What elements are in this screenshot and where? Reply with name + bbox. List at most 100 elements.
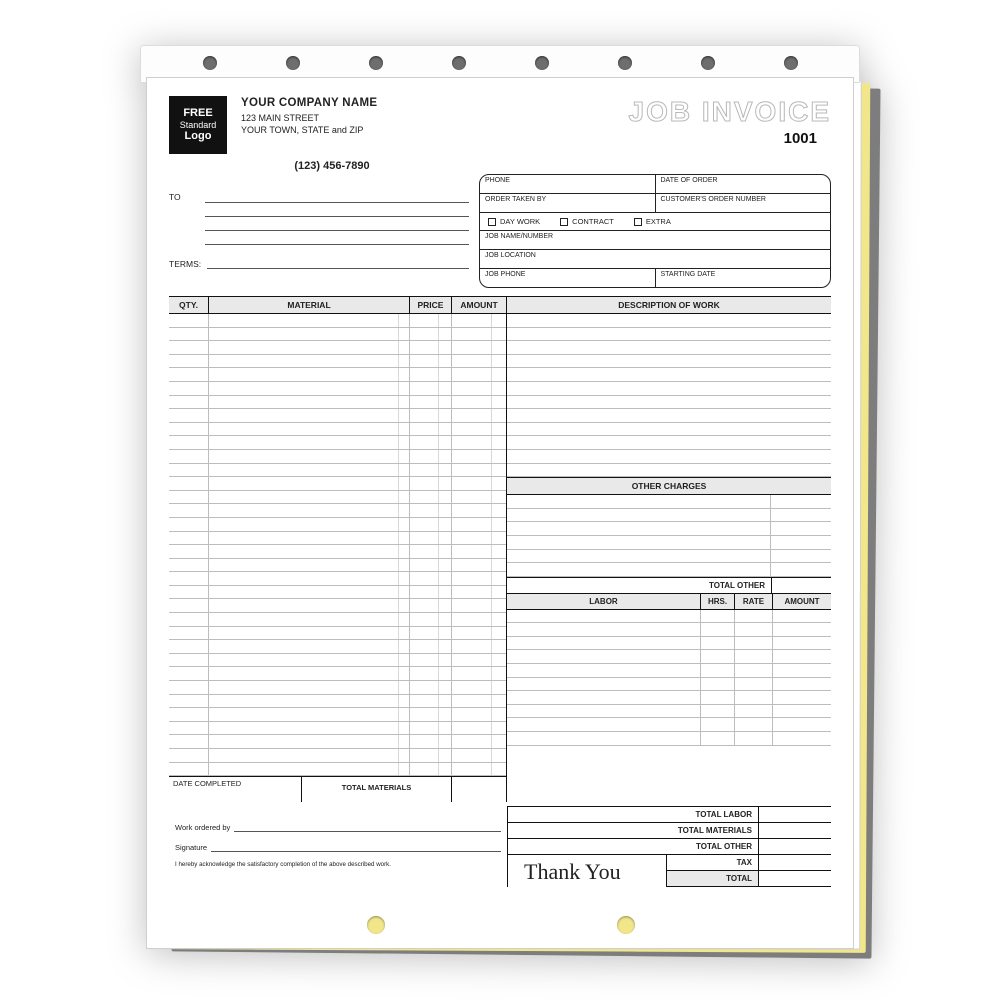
hdr-hrs: HRS.: [701, 594, 735, 609]
desc-row[interactable]: [507, 368, 831, 382]
ob-jobphone: JOB PHONE: [480, 269, 656, 287]
thank-you: Thank You: [508, 855, 666, 885]
order-box: PHONE DATE OF ORDER ORDER TAKEN BY CUSTO…: [479, 174, 831, 288]
other-charge-row[interactable]: [507, 536, 831, 550]
ob-startdate: STARTING DATE: [656, 269, 831, 287]
company-street: 123 MAIN STREET: [241, 112, 377, 124]
material-row[interactable]: [169, 396, 506, 410]
company-city: YOUR TOWN, STATE and ZIP: [241, 124, 377, 136]
desc-row[interactable]: [507, 341, 831, 355]
desc-row[interactable]: [507, 355, 831, 369]
punch-hole-right: [617, 916, 635, 934]
ob-cust-no: CUSTOMER'S ORDER NUMBER: [656, 194, 831, 212]
labor-row[interactable]: [507, 732, 831, 746]
terms-label: TERMS:: [169, 259, 201, 269]
logo-line2: Standard: [180, 120, 217, 130]
punch-hole-left: [367, 916, 385, 934]
hdr-material: MATERIAL: [209, 297, 410, 313]
material-row[interactable]: [169, 450, 506, 464]
other-charge-row[interactable]: [507, 509, 831, 523]
hdr-labor: LABOR: [507, 594, 701, 609]
company-name: YOUR COMPANY NAME: [241, 96, 377, 112]
desc-row[interactable]: [507, 328, 831, 342]
desc-row[interactable]: [507, 423, 831, 437]
ob-jobname: JOB NAME/NUMBER: [480, 231, 830, 249]
material-row[interactable]: [169, 341, 506, 355]
desc-row[interactable]: [507, 464, 831, 478]
material-row[interactable]: [169, 355, 506, 369]
material-row[interactable]: [169, 572, 506, 586]
material-row[interactable]: [169, 504, 506, 518]
material-row[interactable]: [169, 532, 506, 546]
invoice-sheet: FREE Standard Logo YOUR COMPANY NAME 123…: [146, 77, 854, 949]
chk-daywork[interactable]: [488, 218, 496, 226]
labor-row[interactable]: [507, 623, 831, 637]
material-row[interactable]: [169, 654, 506, 668]
company-block: YOUR COMPANY NAME 123 MAIN STREET YOUR T…: [241, 96, 377, 154]
to-block: TO TERMS:: [169, 174, 469, 288]
material-row[interactable]: [169, 368, 506, 382]
to-label: TO: [169, 192, 199, 248]
ob-phone: PHONE: [480, 175, 656, 193]
desc-row[interactable]: [507, 396, 831, 410]
hdr-labor-amount: AMOUNT: [773, 594, 831, 609]
material-row[interactable]: [169, 477, 506, 491]
chk-extra[interactable]: [634, 218, 642, 226]
desc-row[interactable]: [507, 436, 831, 450]
other-charge-row[interactable]: [507, 550, 831, 564]
labor-row[interactable]: [507, 705, 831, 719]
material-row[interactable]: [169, 627, 506, 641]
material-row[interactable]: [169, 559, 506, 573]
material-row[interactable]: [169, 328, 506, 342]
material-row[interactable]: [169, 613, 506, 627]
labor-row[interactable]: [507, 691, 831, 705]
sum-total-labor: TOTAL LABOR: [508, 807, 759, 822]
sum-total-materials: TOTAL MATERIALS: [508, 823, 759, 838]
material-row[interactable]: [169, 599, 506, 613]
material-row[interactable]: [169, 436, 506, 450]
logo-placeholder: FREE Standard Logo: [169, 96, 227, 154]
right-column: DESCRIPTION OF WORK OTHER CHARGES TOTAL …: [507, 297, 831, 802]
material-row[interactable]: [169, 735, 506, 749]
desc-row[interactable]: [507, 314, 831, 328]
material-row[interactable]: [169, 545, 506, 559]
binding-holes: [140, 56, 860, 70]
invoice-pad: FREE Standard Logo YOUR COMPANY NAME 123…: [140, 45, 860, 955]
other-charge-row[interactable]: [507, 522, 831, 536]
desc-row[interactable]: [507, 382, 831, 396]
labor-row[interactable]: [507, 610, 831, 624]
desc-row[interactable]: [507, 450, 831, 464]
material-row[interactable]: [169, 667, 506, 681]
material-row[interactable]: [169, 518, 506, 532]
sum-total-other: TOTAL OTHER: [508, 839, 759, 854]
material-row[interactable]: [169, 491, 506, 505]
material-row[interactable]: [169, 382, 506, 396]
materials-table: QTY. MATERIAL PRICE AMOUNT DATE COMPLETE…: [169, 297, 507, 802]
labor-row[interactable]: [507, 718, 831, 732]
chk-contract[interactable]: [560, 218, 568, 226]
lbl-daywork: DAY WORK: [500, 217, 540, 226]
desc-row[interactable]: [507, 409, 831, 423]
signature-block: Work ordered by Signature I hereby ackno…: [169, 806, 507, 887]
labor-row[interactable]: [507, 678, 831, 692]
material-row[interactable]: [169, 314, 506, 328]
material-row[interactable]: [169, 763, 506, 777]
hdr-amount: AMOUNT: [452, 297, 506, 313]
other-charge-row[interactable]: [507, 563, 831, 577]
material-row[interactable]: [169, 708, 506, 722]
material-row[interactable]: [169, 722, 506, 736]
material-row[interactable]: [169, 749, 506, 763]
material-row[interactable]: [169, 423, 506, 437]
material-row[interactable]: [169, 640, 506, 654]
other-charge-row[interactable]: [507, 495, 831, 509]
labor-row[interactable]: [507, 637, 831, 651]
material-row[interactable]: [169, 681, 506, 695]
hdr-rate: RATE: [735, 594, 773, 609]
material-row[interactable]: [169, 695, 506, 709]
labor-row[interactable]: [507, 650, 831, 664]
labor-row[interactable]: [507, 664, 831, 678]
material-row[interactable]: [169, 464, 506, 478]
material-row[interactable]: [169, 409, 506, 423]
hdr-desc: DESCRIPTION OF WORK: [507, 297, 831, 313]
material-row[interactable]: [169, 586, 506, 600]
